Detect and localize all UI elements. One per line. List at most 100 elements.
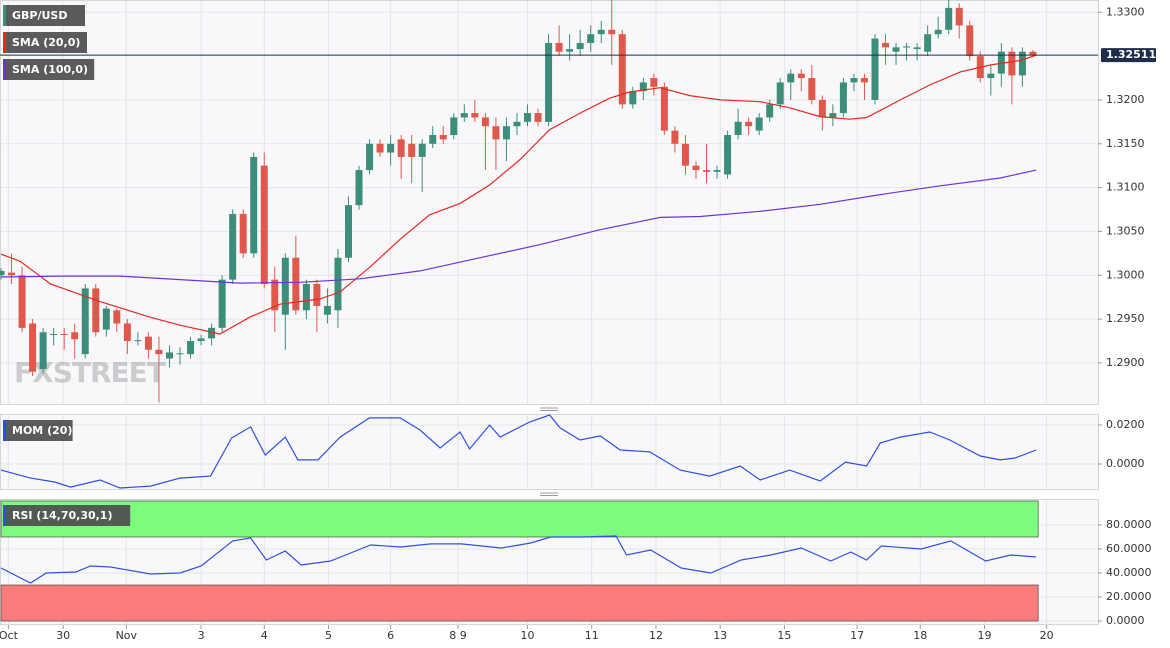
x-tick-label: 3 <box>198 629 205 642</box>
watermark: FXSTREET <box>14 356 166 389</box>
candle-body <box>860 78 868 83</box>
candle-body <box>176 353 184 355</box>
legend-box <box>3 420 73 441</box>
candle-body <box>418 143 426 157</box>
candle-body <box>344 205 352 258</box>
candle-body <box>745 121 753 127</box>
y-tick-label: 40.0000 <box>1106 566 1152 579</box>
candle-body <box>292 257 300 311</box>
candle-body <box>545 42 553 122</box>
candle-body <box>534 113 542 122</box>
candle-body <box>502 126 510 140</box>
last-price-box <box>1101 48 1156 63</box>
candle-body <box>123 323 131 342</box>
candle-body <box>945 7 953 30</box>
candle-body <box>587 34 595 43</box>
candle-body <box>376 143 384 153</box>
legend-label: SMA (100,0) <box>12 63 88 76</box>
series-line <box>0 54 1037 335</box>
candle-body <box>903 46 911 48</box>
candle-body <box>934 29 942 35</box>
legend-label: GBP/USD <box>12 9 67 22</box>
x-tick-label: 8 9 <box>449 629 467 642</box>
candle-body <box>481 117 489 127</box>
legend-label: RSI (14,70,30,1) <box>12 509 112 522</box>
legend-item[interactable]: SMA (20,0) <box>3 32 87 53</box>
legend-box <box>3 505 131 526</box>
candle-body <box>755 117 763 131</box>
candle-body <box>8 272 16 276</box>
candle-body <box>913 47 921 50</box>
legend-swatch <box>3 59 6 80</box>
candle-body <box>1008 51 1016 76</box>
candle-body <box>608 29 616 35</box>
panel-grip[interactable] <box>540 407 558 496</box>
legend-swatch <box>3 32 6 53</box>
candle-body <box>0 270 5 276</box>
candle-body <box>987 73 995 79</box>
candle-body <box>366 143 374 171</box>
candle-body <box>29 323 37 372</box>
candle-body <box>102 308 110 330</box>
candle-body <box>776 82 784 105</box>
candle-body <box>566 49 574 52</box>
y-tick-label: 1.2900 <box>1106 356 1145 369</box>
legend-item[interactable]: SMA (100,0) <box>3 59 95 80</box>
candle-body <box>460 113 468 118</box>
candle-body <box>397 139 405 157</box>
candle-body <box>892 47 900 52</box>
candle-body <box>408 143 416 157</box>
x-tick-label: 12 <box>649 629 663 642</box>
candle-body <box>18 275 26 328</box>
legend-label: SMA (20,0) <box>12 36 80 49</box>
candle-body <box>281 257 289 315</box>
candle-body <box>555 42 563 52</box>
candle-body <box>524 113 531 122</box>
candle-body <box>660 86 668 131</box>
candle-body <box>187 341 195 355</box>
x-tick-label: 5 <box>325 629 332 642</box>
x-tick-label: Oct <box>0 629 19 642</box>
candle-body <box>724 135 732 175</box>
candle-body <box>797 73 805 79</box>
legend-item[interactable]: MOM (20) <box>3 420 73 441</box>
candle-body <box>818 99 826 118</box>
legend-box <box>3 5 85 26</box>
series-line <box>0 535 1037 584</box>
candle-body <box>492 126 500 140</box>
rsi-band <box>0 584 1039 622</box>
x-tick-label: 6 <box>387 629 394 642</box>
legend-item[interactable]: RSI (14,70,30,1) <box>3 505 131 526</box>
candle-body <box>1029 51 1037 56</box>
candle-body <box>39 332 47 370</box>
candle-body <box>787 73 795 83</box>
candle-body <box>713 170 721 172</box>
candle-body <box>334 257 342 311</box>
candle-body <box>681 143 689 166</box>
candle-body <box>313 284 321 306</box>
candle-body <box>966 25 974 57</box>
candle-body <box>250 156 258 254</box>
candle-body <box>229 213 237 280</box>
candle-body <box>597 29 605 35</box>
candle-body <box>155 349 163 355</box>
candle-body <box>871 38 879 100</box>
candle-body <box>60 333 68 335</box>
legend-item[interactable]: GBP/USD <box>3 5 85 26</box>
candle-body <box>692 165 700 171</box>
candle-body <box>513 121 521 127</box>
y-tick-label: 0.0000 <box>1106 457 1145 470</box>
legend-label: MOM (20) <box>12 424 72 437</box>
candle-body <box>387 143 395 153</box>
candle-body <box>766 104 774 118</box>
candle-body <box>208 327 216 339</box>
candle-body <box>144 336 152 350</box>
candle-body <box>629 91 637 105</box>
candle-body <box>260 165 268 285</box>
candle-body <box>703 170 711 172</box>
legend-box <box>3 32 87 53</box>
candle-body <box>271 279 279 311</box>
candle-body <box>323 305 331 315</box>
